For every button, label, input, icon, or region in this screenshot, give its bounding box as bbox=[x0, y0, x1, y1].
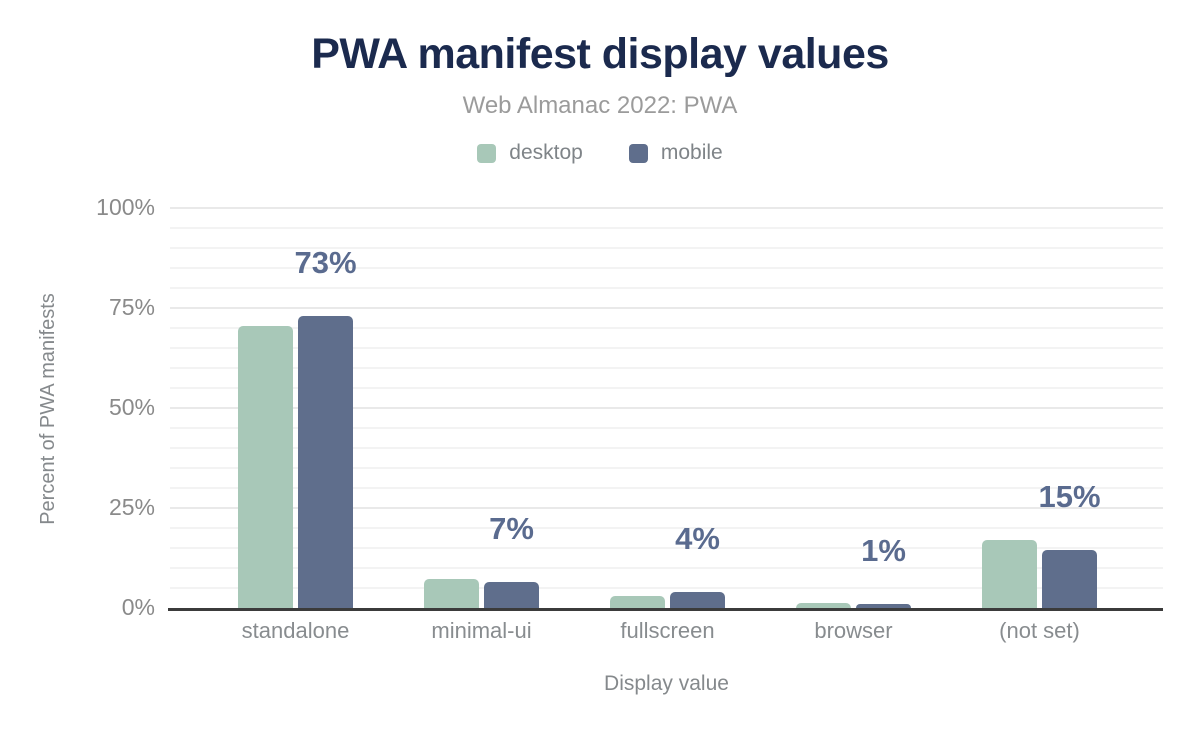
minor-gridline bbox=[170, 487, 1163, 489]
bar-desktop-standalone[interactable] bbox=[238, 326, 293, 608]
legend-item-desktop[interactable]: desktop bbox=[477, 141, 583, 165]
major-gridline bbox=[170, 507, 1163, 509]
minor-gridline bbox=[170, 247, 1163, 249]
legend-swatch-icon bbox=[477, 143, 497, 163]
x-category-label-minimal-ui: minimal-ui bbox=[431, 618, 532, 643]
y-tick-label: 0% bbox=[121, 594, 155, 620]
bar-value-label: 73% bbox=[294, 245, 357, 280]
y-tick-label: 25% bbox=[108, 494, 155, 520]
x-axis-title: Display value bbox=[604, 672, 729, 695]
chart-subtitle: Web Almanac 2022: PWA bbox=[462, 92, 738, 119]
minor-gridline bbox=[170, 567, 1163, 569]
chart-title: PWA manifest display values bbox=[311, 30, 889, 78]
x-category-label-browser: browser bbox=[814, 618, 893, 643]
plot-area: 73% 7% 4% 1% 15% bbox=[168, 207, 1163, 611]
minor-gridline bbox=[170, 447, 1163, 449]
minor-gridline bbox=[170, 587, 1163, 589]
x-category-label-fullscreen: fullscreen bbox=[620, 618, 715, 643]
minor-gridline bbox=[170, 387, 1163, 389]
bar-mobile-browser[interactable] bbox=[856, 603, 911, 608]
bar-desktop-browser[interactable] bbox=[796, 603, 851, 608]
minor-gridline bbox=[170, 287, 1163, 289]
bar-value-label: 4% bbox=[675, 521, 720, 556]
minor-gridline bbox=[170, 467, 1163, 469]
minor-gridline bbox=[170, 267, 1163, 269]
legend-label: mobile bbox=[660, 141, 723, 164]
minor-gridline bbox=[170, 547, 1163, 549]
y-tick-label: 75% bbox=[108, 294, 155, 320]
bar-value-label: 7% bbox=[489, 511, 534, 546]
bar-mobile-notset[interactable] bbox=[1042, 549, 1097, 608]
minor-gridline bbox=[170, 367, 1163, 369]
minor-gridline bbox=[170, 427, 1163, 429]
minor-gridline bbox=[170, 327, 1163, 329]
legend-swatch-icon bbox=[628, 143, 648, 163]
minor-gridline bbox=[170, 227, 1163, 229]
major-gridline bbox=[170, 407, 1163, 409]
chart-legend: desktop mobile bbox=[0, 141, 1200, 165]
legend-item-mobile[interactable]: mobile bbox=[628, 141, 723, 165]
bar-desktop-minimal-ui[interactable] bbox=[424, 578, 479, 608]
bar-desktop-fullscreen[interactable] bbox=[610, 596, 665, 608]
major-gridline bbox=[170, 307, 1163, 309]
minor-gridline bbox=[170, 527, 1163, 529]
bar-value-label: 15% bbox=[1038, 478, 1101, 514]
bar-value-label: 1% bbox=[861, 532, 906, 568]
y-tick-label: 100% bbox=[96, 194, 155, 220]
legend-label: desktop bbox=[509, 141, 583, 164]
y-tick-label: 50% bbox=[108, 394, 155, 420]
x-category-label-notset: (not set) bbox=[999, 618, 1080, 643]
x-category-label-standalone: standalone bbox=[241, 618, 350, 643]
bar-mobile-standalone[interactable] bbox=[298, 316, 353, 608]
bar-mobile-minimal-ui[interactable] bbox=[484, 582, 539, 608]
bar-mobile-fullscreen[interactable] bbox=[670, 592, 725, 608]
minor-gridline bbox=[170, 347, 1163, 349]
x-axis-line bbox=[168, 608, 1163, 611]
bar-desktop-notset[interactable] bbox=[982, 540, 1037, 608]
major-gridline bbox=[170, 207, 1163, 209]
